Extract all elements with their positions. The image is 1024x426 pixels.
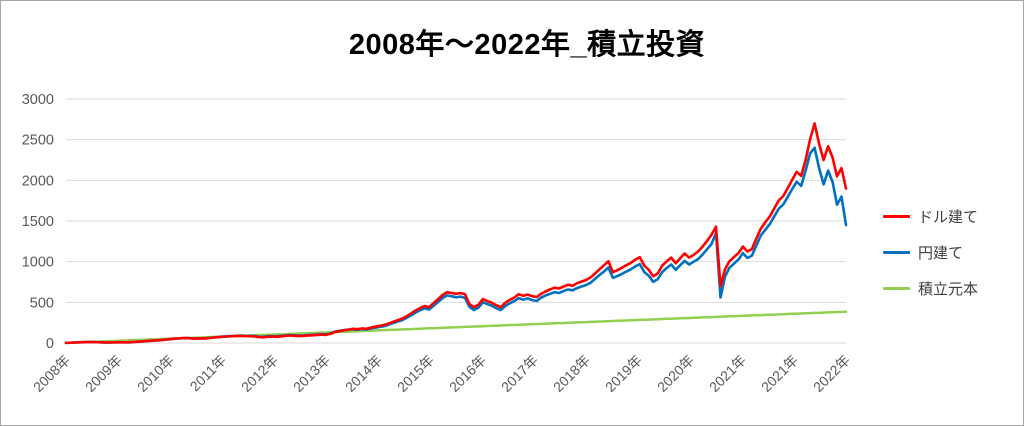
legend-swatch-jpy bbox=[883, 250, 910, 254]
y-tick-label: 0 bbox=[46, 336, 54, 352]
y-tick-label: 1500 bbox=[22, 214, 54, 230]
x-tick-label: 2021年 bbox=[706, 352, 749, 395]
series-line-ドル建て bbox=[64, 122, 848, 345]
x-tick-label: 2008年 bbox=[30, 352, 73, 395]
x-tick-label: 2010年 bbox=[134, 352, 177, 395]
y-tick-label: 3000 bbox=[22, 92, 54, 108]
x-tick-label: 2021年 bbox=[758, 352, 801, 395]
x-tick-label: 2011年 bbox=[187, 352, 230, 395]
x-tick-label: 2013年 bbox=[290, 352, 333, 395]
x-tick-label: 2020年 bbox=[654, 352, 697, 395]
series-line-円建て bbox=[64, 146, 848, 345]
x-tick-label: 2015年 bbox=[394, 352, 437, 395]
x-tick-label: 2012年 bbox=[238, 352, 281, 395]
legend-item-jpy: 円建て bbox=[883, 234, 978, 270]
x-tick-label: 2019年 bbox=[602, 352, 645, 395]
x-tick-label: 2014年 bbox=[342, 352, 385, 395]
y-tick-label: 500 bbox=[30, 295, 54, 311]
x-tick-label: 2022年 bbox=[810, 352, 853, 395]
legend-swatch-usd bbox=[883, 214, 910, 218]
x-tick-label: 2016年 bbox=[446, 352, 489, 395]
x-tick-label: 2009年 bbox=[82, 352, 125, 395]
legend-label-principal: 積立元本 bbox=[918, 280, 979, 298]
legend-label-usd: ドル建て bbox=[918, 208, 979, 226]
chart-title: 2008年～2022年_積立投資 bbox=[348, 29, 706, 61]
y-tick-label: 2500 bbox=[22, 133, 54, 149]
x-tick-label: 2017年 bbox=[498, 352, 541, 395]
legend-label-jpy: 円建て bbox=[918, 244, 964, 262]
y-tick-label: 1000 bbox=[22, 255, 54, 271]
y-tick-label: 2000 bbox=[22, 173, 54, 189]
legend-swatch-principal bbox=[883, 286, 910, 290]
legend-item-principal: 積立元本 bbox=[883, 270, 978, 306]
legend-item-usd: ドル建て bbox=[883, 198, 978, 234]
x-tick-label: 2018年 bbox=[550, 352, 593, 395]
legend: ドル建て 円建て 積立元本 bbox=[883, 198, 978, 306]
